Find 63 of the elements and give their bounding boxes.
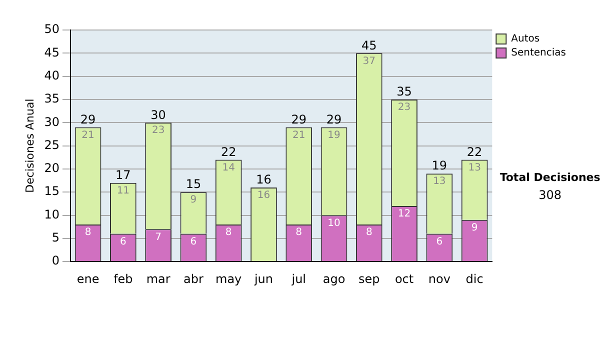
y-tick-label: 15 — [44, 184, 60, 198]
y-tick-label: 25 — [44, 138, 60, 152]
data-label: 37 — [362, 56, 376, 67]
data-label: 8 — [84, 227, 92, 238]
y-tick-label: 45 — [44, 45, 60, 60]
data-label: 12 — [398, 208, 411, 220]
x-tick-label: jun — [253, 272, 274, 286]
data-label: 19 — [328, 130, 340, 141]
total-label: 15 — [186, 177, 202, 192]
total-label: 19 — [432, 158, 448, 173]
data-label: 13 — [433, 176, 446, 188]
data-label: 21 — [292, 130, 306, 141]
data-label: 14 — [222, 162, 235, 174]
x-tick-label: may — [216, 272, 242, 286]
y-tick-label: 30 — [44, 114, 60, 129]
x-tick-label: oct — [394, 272, 414, 286]
legend-label: Sentencias — [511, 48, 566, 59]
x-tick-label: ago — [322, 272, 346, 286]
y-tick-label: 40 — [44, 68, 60, 82]
y-tick-label: 50 — [44, 22, 60, 36]
x-tick-label: ene — [76, 272, 100, 286]
y-axis-title: Decisiones Anual — [23, 98, 36, 193]
data-label: 23 — [398, 102, 411, 114]
data-label: 6 — [120, 236, 126, 248]
x-tick-label: dic — [466, 272, 484, 286]
y-tick-label: 35 — [44, 92, 60, 106]
text: 308 — [538, 188, 562, 202]
data-label: 16 — [257, 190, 270, 202]
data-label: 21 — [82, 130, 94, 141]
data-label: 11 — [116, 185, 130, 196]
y-tick-label: 10 — [44, 207, 60, 222]
data-label: 10 — [328, 218, 340, 229]
x-tick-label: nov — [428, 272, 450, 286]
total-label: 35 — [396, 84, 412, 99]
data-label: 7 — [155, 232, 162, 243]
total-label: 22 — [466, 144, 482, 159]
x-tick-label: feb — [114, 272, 133, 286]
total-label: 29 — [326, 112, 342, 126]
total-label: 29 — [80, 112, 96, 126]
x-tick-label: jul — [290, 272, 306, 286]
total-label: 45 — [362, 38, 377, 52]
data-label: 6 — [436, 236, 443, 248]
y-tick-label: 5 — [52, 230, 60, 245]
data-label: 6 — [190, 236, 197, 248]
data-label: 9 — [190, 194, 197, 206]
y-tick-label: 0 — [52, 254, 60, 268]
data-label: 13 — [468, 162, 481, 174]
data-label: 8 — [366, 227, 372, 238]
total-label: 22 — [220, 144, 236, 159]
total-label: 30 — [150, 108, 166, 122]
total-label: 29 — [291, 112, 307, 126]
total-label: 17 — [116, 168, 131, 182]
text: Total Decisiones — [500, 170, 600, 184]
x-tick-label: sep — [358, 272, 380, 286]
legend-label: Autos — [511, 34, 540, 45]
y-tick-label: 20 — [44, 161, 60, 176]
data-label: 8 — [225, 227, 232, 238]
x-tick-label: abr — [184, 272, 204, 286]
x-tick-label: mar — [146, 272, 170, 286]
total-label: 16 — [256, 172, 272, 187]
data-label: 23 — [152, 125, 165, 136]
data-label: 8 — [296, 227, 302, 238]
data-label: 9 — [471, 222, 478, 234]
